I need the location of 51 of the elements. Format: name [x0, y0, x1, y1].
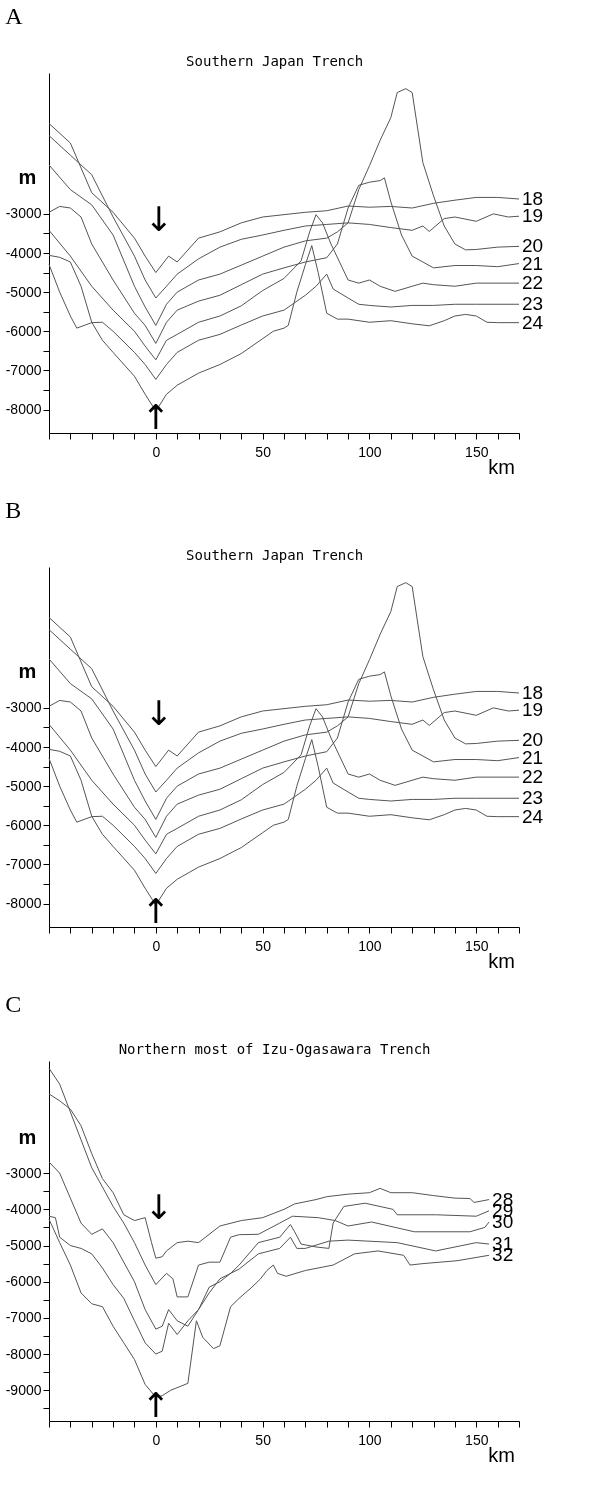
x-tick-label: 0 [152, 1431, 161, 1448]
x-tick-label: 0 [152, 443, 161, 460]
x-tick-label: 150 [465, 937, 489, 954]
y-tick-label: -6000 [5, 1273, 42, 1290]
annotation: ↑ [141, 1385, 171, 1425]
chart-title: B [5, 497, 22, 523]
x-tick-label: 50 [255, 937, 272, 954]
x-tick-label: 100 [358, 1431, 382, 1448]
x-tick-label: 50 [255, 1431, 272, 1448]
y-tick-label: -7000 [5, 361, 42, 378]
x-tick-label: 50 [255, 443, 272, 460]
y-tick-label: -8000 [5, 401, 42, 418]
x-tick-label: 100 [358, 443, 382, 460]
y-tick-label: -5000 [5, 777, 42, 794]
y-tick-label: -5000 [5, 1237, 42, 1254]
annotation: ↑ [141, 397, 171, 437]
chart-title: A [5, 3, 24, 29]
y-tick-label: -5000 [5, 283, 42, 300]
annotation: ↓ [144, 198, 174, 239]
x-tick-label: 100 [358, 937, 382, 954]
chart-subtitle: Southern Japan Trench [186, 547, 364, 563]
annotation: ↓ [144, 1186, 174, 1227]
y-tick-label: -7000 [5, 1309, 42, 1326]
y-tick-label: -9000 [5, 1381, 42, 1398]
chart-subtitle: Northern most of Izu-Ogasawara Trench [118, 1041, 431, 1057]
annotation: ↓ [144, 692, 174, 733]
y-axis-title: m [18, 166, 37, 189]
x-tick-label: 150 [465, 443, 489, 460]
y-tick-label: -4000 [5, 244, 42, 261]
series-label: 22 [522, 272, 544, 294]
x-axis-title: km [488, 949, 515, 972]
y-tick-label: -3000 [5, 205, 42, 222]
y-tick-label: -4000 [5, 1200, 42, 1217]
annotation: ↑ [141, 891, 171, 931]
y-tick-label: -6000 [5, 816, 42, 833]
x-tick-label: 0 [152, 937, 161, 954]
y-tick-label: -3000 [5, 1164, 42, 1181]
y-tick-label: -4000 [5, 738, 42, 755]
chart-title: C [5, 991, 22, 1017]
y-tick-label: -3000 [5, 699, 42, 716]
x-tick-label: 150 [465, 1431, 489, 1448]
y-axis-title: m [18, 660, 37, 683]
x-axis-title: km [488, 455, 515, 478]
y-tick-label: -7000 [5, 855, 42, 872]
y-tick-label: -6000 [5, 322, 42, 339]
series-label: 22 [522, 766, 544, 788]
y-axis-title: m [18, 1125, 37, 1148]
y-tick-label: -8000 [5, 895, 42, 912]
y-tick-label: -8000 [5, 1345, 42, 1362]
chart-subtitle: Southern Japan Trench [186, 53, 364, 69]
x-axis-title: km [488, 1443, 515, 1466]
